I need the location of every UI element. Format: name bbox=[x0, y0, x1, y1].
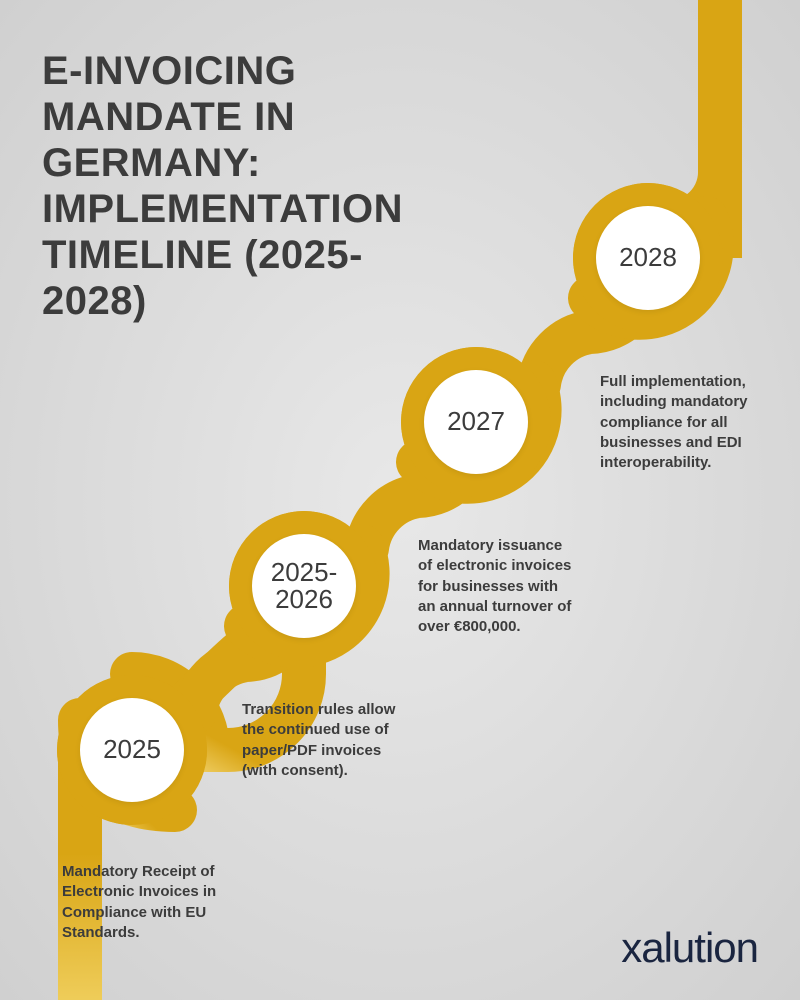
node-desc-2027: Mandatory issuance of electronic invoice… bbox=[418, 536, 578, 637]
node-year-label: 2027 bbox=[447, 408, 505, 435]
timeline-node-2027: 2027 bbox=[424, 370, 528, 474]
timeline-node-2025: 2025 bbox=[80, 698, 184, 802]
node-desc-2025-2026: Transition rules allow the continued use… bbox=[242, 700, 397, 781]
node-desc-2028: Full implementation, including mandatory… bbox=[600, 372, 755, 473]
node-desc-2025: Mandatory Receipt of Electronic Invoices… bbox=[62, 862, 217, 943]
node-year-label: 2025 bbox=[103, 736, 161, 763]
timeline-path bbox=[0, 0, 800, 1000]
node-year-label: 2028 bbox=[619, 244, 677, 271]
timeline-node-2028: 2028 bbox=[596, 206, 700, 310]
node-year-label: 2025-2026 bbox=[252, 559, 356, 614]
brand-logo: xalution bbox=[621, 924, 758, 972]
timeline-node-2025-2026: 2025-2026 bbox=[252, 534, 356, 638]
